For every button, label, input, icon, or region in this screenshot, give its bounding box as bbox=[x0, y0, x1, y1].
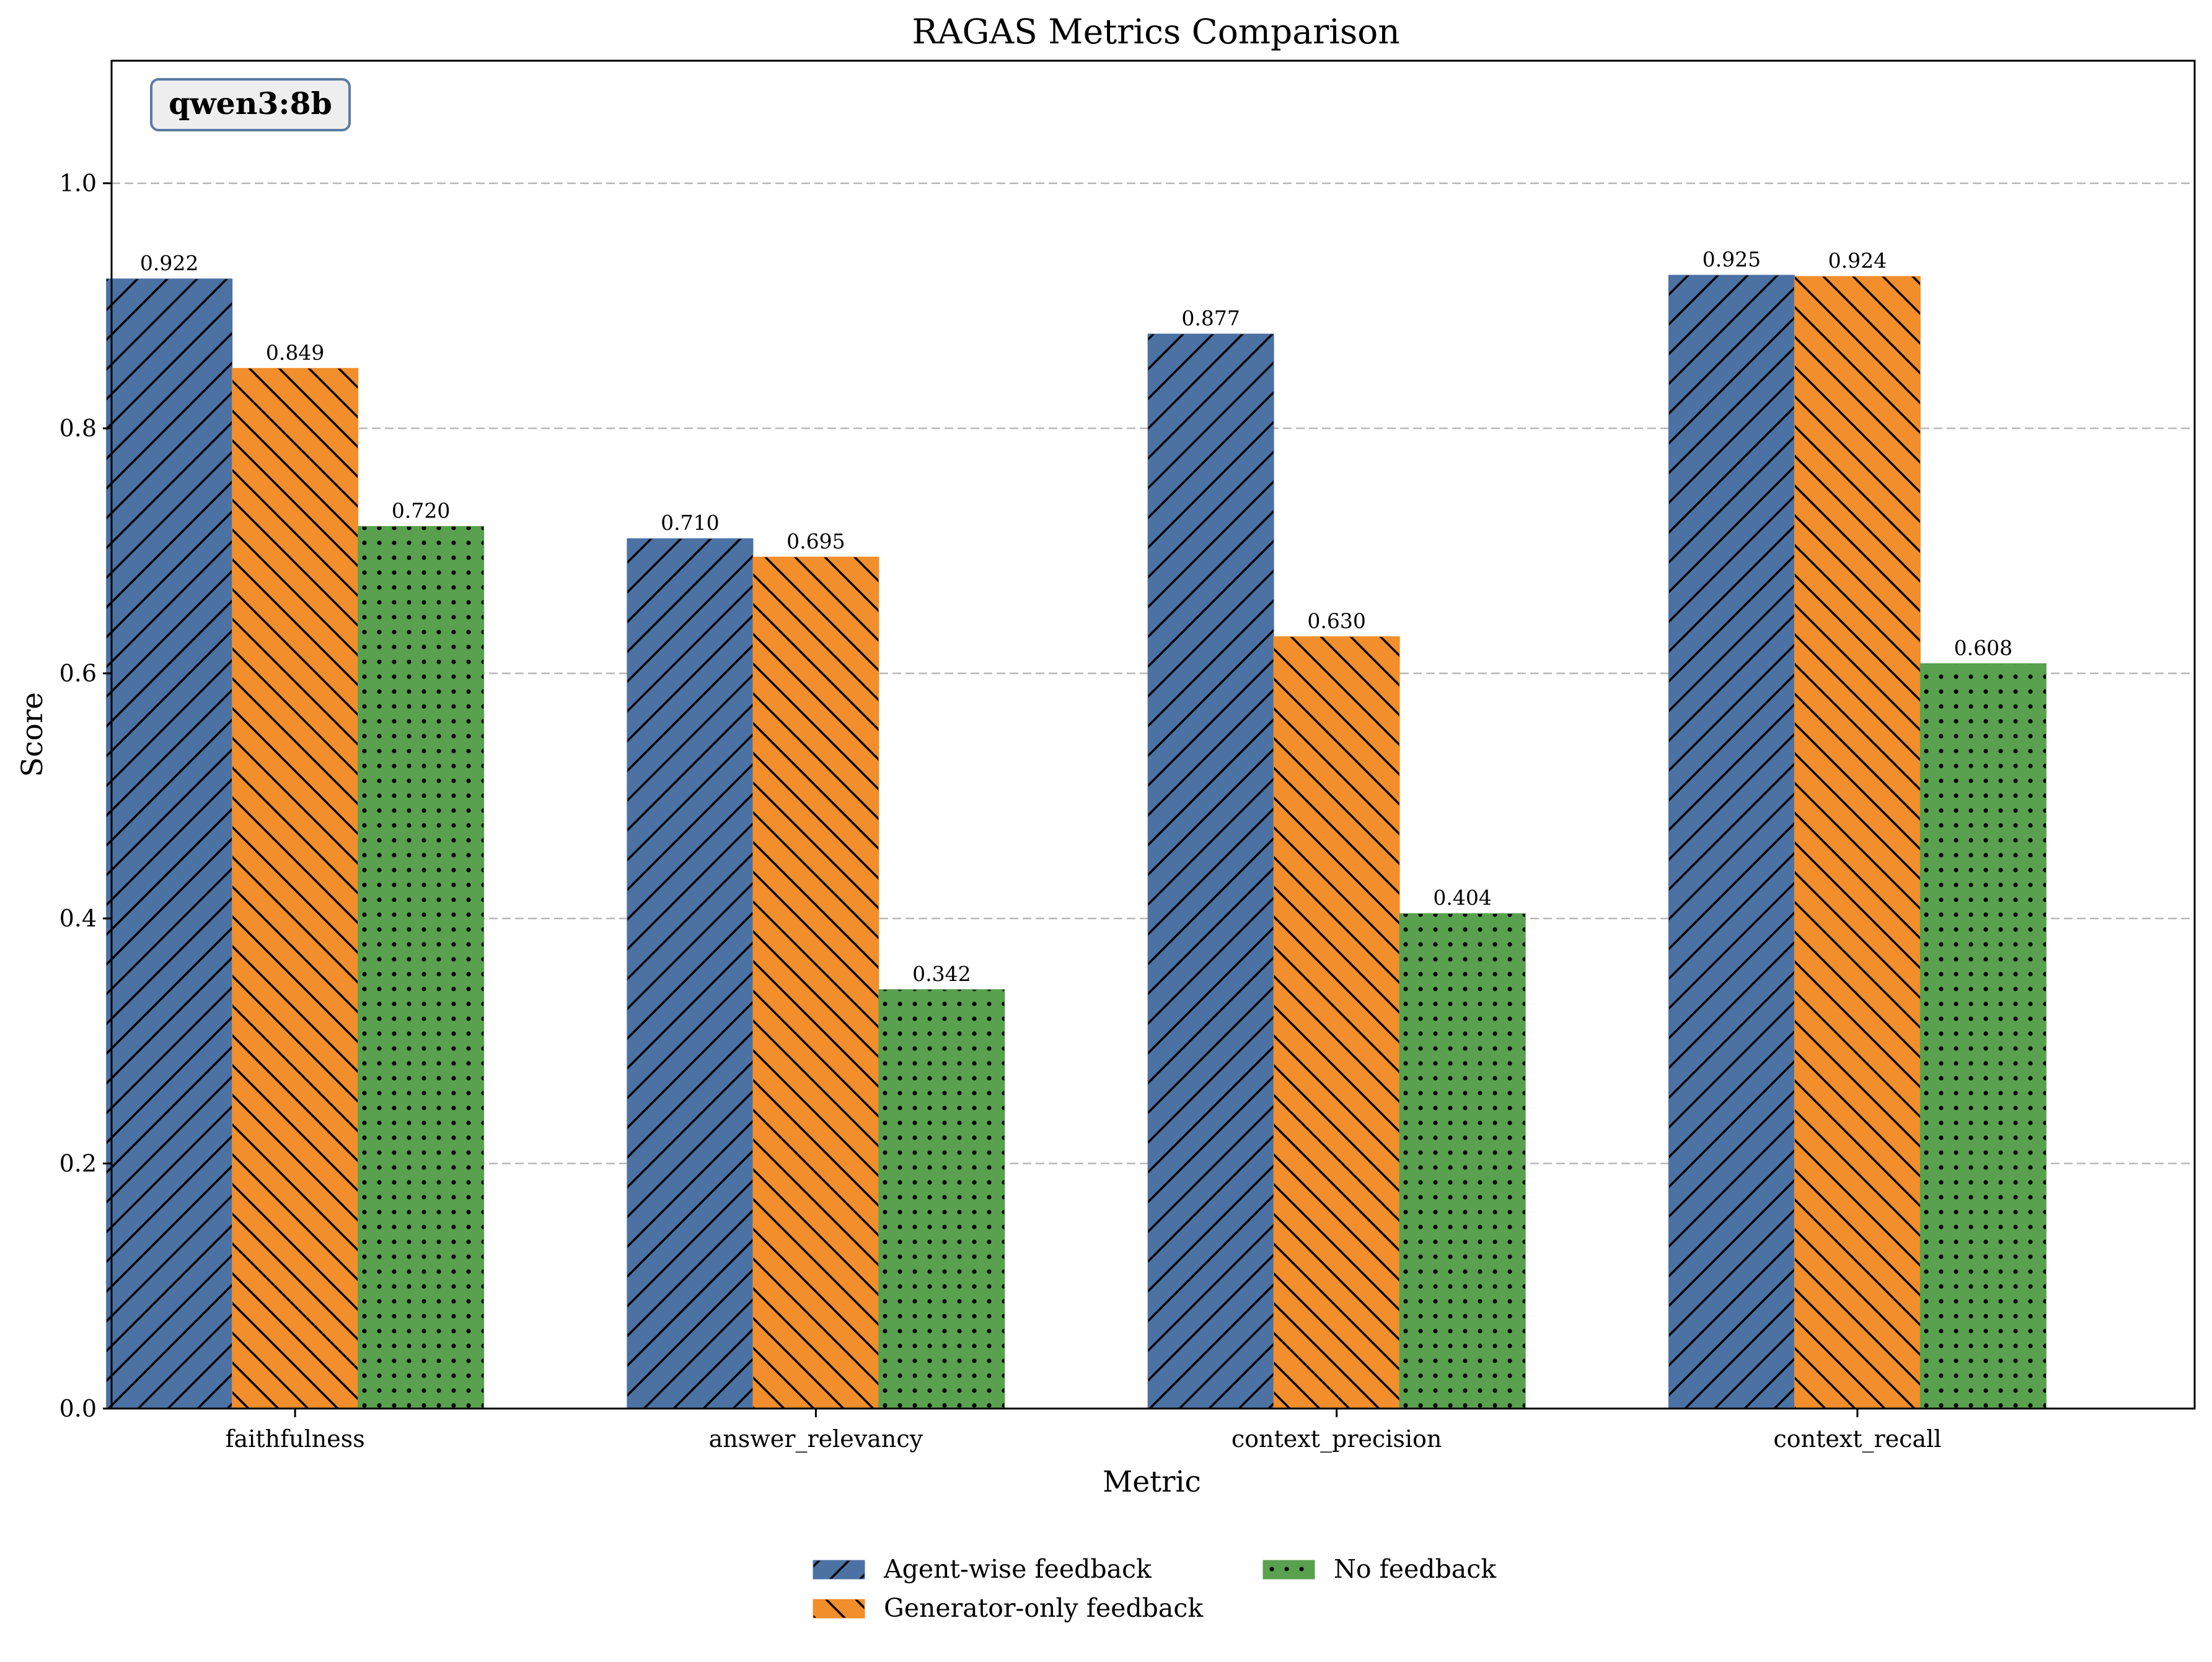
y-tick-label: 0.8 bbox=[59, 415, 97, 442]
chart-title: RAGAS Metrics Comparison bbox=[912, 12, 1399, 51]
data-label: 0.922 bbox=[140, 251, 198, 275]
model-badge-text: qwen3:8b bbox=[169, 86, 332, 121]
bar-2-0 bbox=[358, 525, 485, 1409]
data-labels: 0.922 0.849 0.720 0.710 0.695 0.342 0.877 0.630… bbox=[140, 247, 2012, 986]
y-tick-label: 0.0 bbox=[59, 1395, 97, 1422]
bar-0-3 bbox=[1668, 275, 1795, 1409]
x-tick-label: answer_relevancy bbox=[709, 1425, 923, 1453]
data-label: 0.608 bbox=[1954, 636, 2012, 660]
bar-1-2 bbox=[1273, 636, 1400, 1409]
data-label: 0.342 bbox=[912, 962, 971, 986]
legend-swatch bbox=[813, 1560, 865, 1580]
bar-2-3 bbox=[1919, 663, 2047, 1409]
legend-label: No feedback bbox=[1334, 1554, 1497, 1584]
bar-0-2 bbox=[1147, 333, 1274, 1409]
bar-1-0 bbox=[232, 367, 359, 1409]
legend-label: Agent-wise feedback bbox=[883, 1554, 1152, 1584]
data-label: 0.849 bbox=[266, 340, 324, 364]
data-label: 0.695 bbox=[787, 529, 845, 553]
x-axis-label: Metric bbox=[1103, 1465, 1201, 1499]
y-tick-label: 0.4 bbox=[59, 905, 97, 932]
data-label: 0.630 bbox=[1307, 609, 1365, 633]
bar-0-0 bbox=[106, 278, 233, 1409]
y-tick-label: 0.2 bbox=[59, 1150, 97, 1177]
bar-1-1 bbox=[752, 556, 879, 1409]
plot-frame bbox=[110, 59, 2196, 1410]
y-axis: 0.0 0.2 0.4 0.6 0.8 1.0 bbox=[59, 170, 112, 1422]
bar-2-2 bbox=[1399, 913, 1526, 1409]
bar-1-3 bbox=[1794, 276, 1921, 1409]
legend-swatch bbox=[1262, 1560, 1315, 1580]
data-label: 0.404 bbox=[1433, 886, 1491, 910]
bar-0-1 bbox=[627, 538, 754, 1409]
x-tick-label: faithfulness bbox=[225, 1425, 364, 1453]
legend-label: Generator-only feedback bbox=[884, 1593, 1204, 1623]
data-label: 0.924 bbox=[1828, 248, 1887, 273]
x-axis: faithfulness answer_relevancy context_prec… bbox=[225, 1409, 1941, 1453]
x-tick-label: context_recall bbox=[1773, 1425, 1941, 1453]
legend: Agent-wise feedback Generator-only feedba… bbox=[813, 1554, 1497, 1623]
bar-2-1 bbox=[878, 989, 1005, 1409]
legend-swatch bbox=[813, 1599, 865, 1619]
data-label: 0.720 bbox=[392, 498, 450, 522]
y-axis-label: Score bbox=[15, 692, 50, 777]
y-tick-label: 0.6 bbox=[59, 660, 97, 687]
data-label: 0.710 bbox=[661, 511, 719, 535]
data-label: 0.877 bbox=[1181, 306, 1240, 330]
y-tick-label: 1.0 bbox=[59, 170, 97, 197]
data-label: 0.925 bbox=[1703, 247, 1761, 271]
model-badge: qwen3:8b bbox=[150, 78, 351, 131]
bars bbox=[106, 275, 2047, 1409]
x-tick-label: context_precision bbox=[1232, 1425, 1442, 1453]
